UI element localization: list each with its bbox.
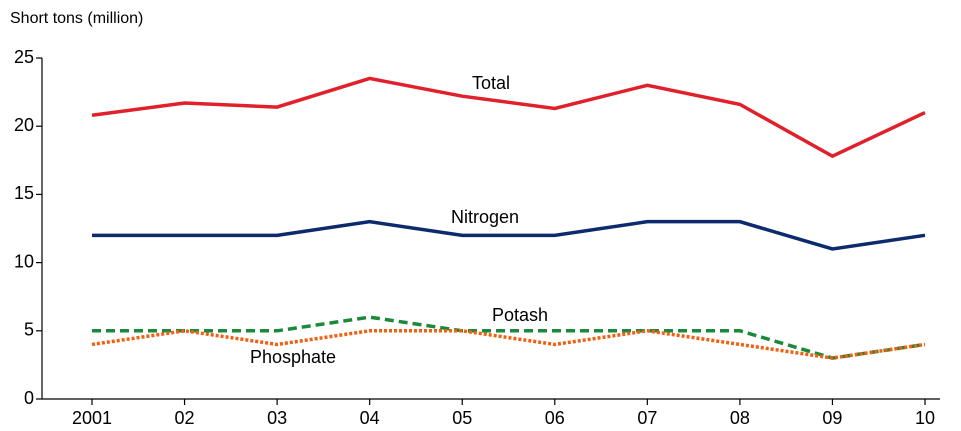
series-label: Nitrogen (451, 207, 519, 227)
y-tick-label: 15 (14, 183, 34, 203)
y-tick-label: 5 (24, 320, 34, 340)
x-tick-label: 04 (360, 408, 380, 428)
x-tick-label: 09 (822, 408, 842, 428)
series-line (92, 219, 926, 251)
y-tick-label: 20 (14, 115, 34, 135)
x-tick-label: 08 (730, 408, 750, 428)
x-tick-label: 07 (637, 408, 657, 428)
x-tick-label: 03 (267, 408, 287, 428)
series-line (91, 329, 926, 360)
series-label: Total (472, 73, 510, 93)
x-tick-label: 2001 (72, 408, 112, 428)
x-tick-label: 05 (452, 408, 472, 428)
y-tick-label: 10 (14, 251, 34, 271)
x-tick-label: 02 (175, 408, 195, 428)
x-tick-label: 06 (545, 408, 565, 428)
x-tick-label: 10 (915, 408, 935, 428)
y-tick-label: 25 (14, 47, 34, 67)
y-axis-label: Short tons (million) (10, 10, 143, 27)
series-label: Phosphate (250, 347, 336, 367)
y-tick-label: 0 (24, 388, 34, 408)
series-label: Potash (492, 305, 548, 325)
series-line (91, 76, 926, 159)
